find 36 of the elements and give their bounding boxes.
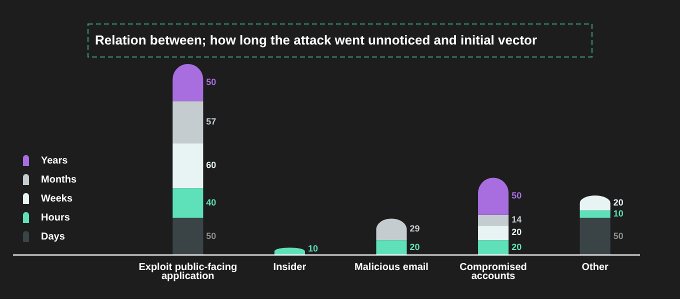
- data-label: 50: [206, 230, 216, 241]
- x-tick-label: Other: [582, 262, 609, 273]
- data-label: 20: [512, 242, 522, 252]
- bar: [478, 225, 509, 240]
- data-label: 10: [613, 208, 624, 218]
- data-label: 50: [512, 190, 522, 201]
- legend-label: Months: [41, 174, 77, 186]
- data-label: 20: [613, 197, 624, 208]
- data-label: 20: [410, 242, 420, 252]
- data-label: 29: [410, 224, 420, 234]
- x-tick-label: Insider: [273, 262, 306, 273]
- data-label: 57: [206, 116, 216, 127]
- bar: [580, 218, 610, 255]
- data-label: 10: [308, 243, 318, 254]
- x-tick-label: Exploit public-facing application: [138, 262, 238, 282]
- data-label: 40: [206, 197, 216, 208]
- bar: [172, 188, 204, 218]
- bar: [376, 240, 407, 255]
- legend-label: Years: [41, 156, 68, 167]
- bar: [580, 210, 610, 218]
- chart-title: Relation between; how long the attack went unnoticed and initial vector: [95, 32, 538, 48]
- bar: [172, 101, 204, 144]
- x-tick-label: Malicious email: [354, 262, 429, 273]
- data-label: 20: [512, 227, 522, 238]
- bar: [172, 144, 204, 188]
- data-label: 14: [512, 214, 522, 224]
- bar: [478, 240, 509, 255]
- data-label: 50: [613, 230, 624, 241]
- legend-label: Hours: [41, 212, 70, 224]
- bar: [172, 218, 204, 255]
- bar: [478, 214, 509, 226]
- data-label: 60: [206, 160, 216, 170]
- legend-label: Days: [41, 232, 66, 243]
- legend-label: Weeks: [41, 194, 73, 205]
- data-label: 50: [206, 76, 216, 87]
- x-tick-label: Compromised accounts: [460, 262, 527, 282]
